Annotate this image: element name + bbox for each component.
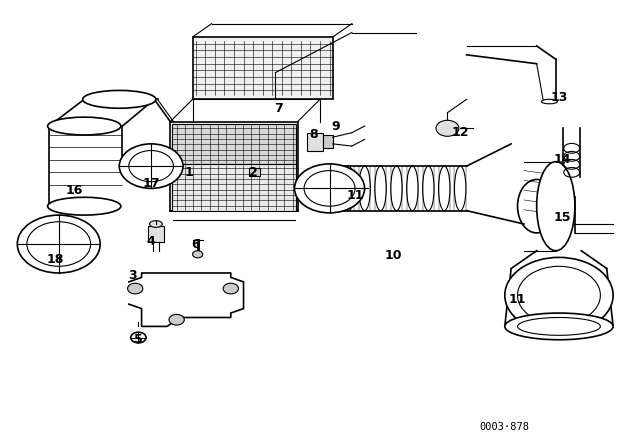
Ellipse shape xyxy=(505,313,613,340)
Ellipse shape xyxy=(47,117,121,135)
Ellipse shape xyxy=(83,90,156,108)
Circle shape xyxy=(193,251,203,258)
Text: 10: 10 xyxy=(385,249,402,262)
Text: 16: 16 xyxy=(66,184,83,197)
Text: 12: 12 xyxy=(451,126,469,139)
Text: 3: 3 xyxy=(128,269,136,282)
Ellipse shape xyxy=(537,162,575,251)
Bar xyxy=(307,133,323,151)
Text: 6: 6 xyxy=(191,237,200,250)
Text: 14: 14 xyxy=(554,153,571,166)
Text: 1: 1 xyxy=(185,166,194,179)
Text: 11: 11 xyxy=(346,189,364,202)
Circle shape xyxy=(169,314,184,325)
Circle shape xyxy=(119,144,183,188)
Text: 7: 7 xyxy=(274,102,283,115)
Text: 18: 18 xyxy=(47,253,64,266)
Bar xyxy=(170,121,298,211)
Circle shape xyxy=(505,258,613,333)
Text: 2: 2 xyxy=(249,166,257,179)
Bar xyxy=(172,164,296,211)
Bar xyxy=(148,226,164,242)
Bar xyxy=(323,135,333,148)
Text: 15: 15 xyxy=(554,211,571,224)
Circle shape xyxy=(223,283,239,294)
Text: 4: 4 xyxy=(147,235,156,248)
Text: 17: 17 xyxy=(142,177,160,190)
Circle shape xyxy=(436,120,459,136)
Text: 9: 9 xyxy=(332,120,340,133)
Text: 13: 13 xyxy=(550,90,568,103)
Circle shape xyxy=(17,215,100,273)
Circle shape xyxy=(127,283,143,294)
Text: 11: 11 xyxy=(509,293,526,306)
Circle shape xyxy=(131,332,146,343)
Text: 5: 5 xyxy=(134,333,143,346)
Bar xyxy=(172,124,296,164)
Text: 0003·878: 0003·878 xyxy=(480,422,530,431)
Bar xyxy=(193,37,333,99)
Ellipse shape xyxy=(150,221,163,227)
Circle shape xyxy=(294,164,365,213)
Ellipse shape xyxy=(47,197,121,215)
Bar xyxy=(248,168,260,177)
Text: 8: 8 xyxy=(309,129,318,142)
